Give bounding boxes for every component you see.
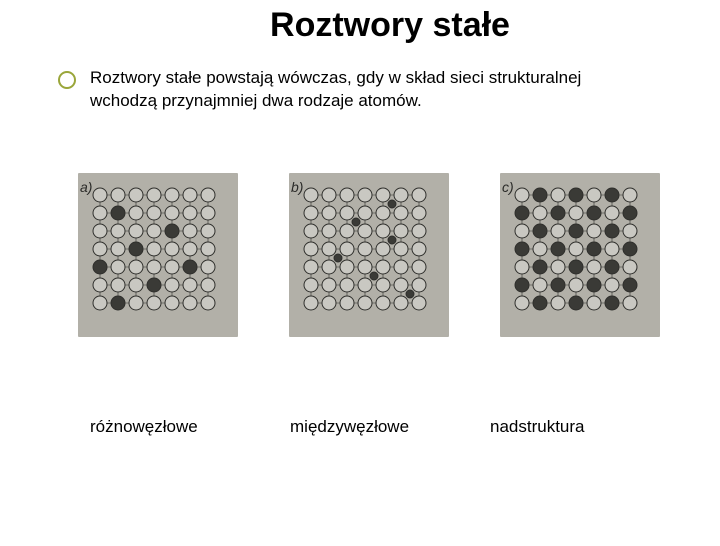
diagram-c-tag: c) (502, 179, 514, 195)
diagram-a: a) (78, 173, 238, 337)
diagram-b: b) (289, 173, 449, 337)
caption-b: międzywęzłowe (290, 417, 490, 437)
diagram-b-tag: b) (291, 179, 303, 195)
bullet-icon (58, 71, 76, 89)
caption-c: nadstruktura (490, 417, 690, 437)
diagram-a-tag: a) (80, 179, 92, 195)
bullet-row: Roztwory stałe powstają wówczas, gdy w s… (58, 67, 720, 113)
lattice-b (299, 183, 439, 323)
captions-row: różnowęzłowe międzywęzłowe nadstruktura (90, 417, 720, 437)
caption-a: różnowęzłowe (90, 417, 290, 437)
description-text: Roztwory stałe powstają wówczas, gdy w s… (90, 67, 650, 113)
diagram-c: c) (500, 173, 660, 337)
diagrams-row: a) b) c) (78, 173, 660, 337)
page-title: Roztwory stałe (60, 6, 720, 45)
lattice-a (88, 183, 228, 323)
lattice-c (510, 183, 650, 323)
